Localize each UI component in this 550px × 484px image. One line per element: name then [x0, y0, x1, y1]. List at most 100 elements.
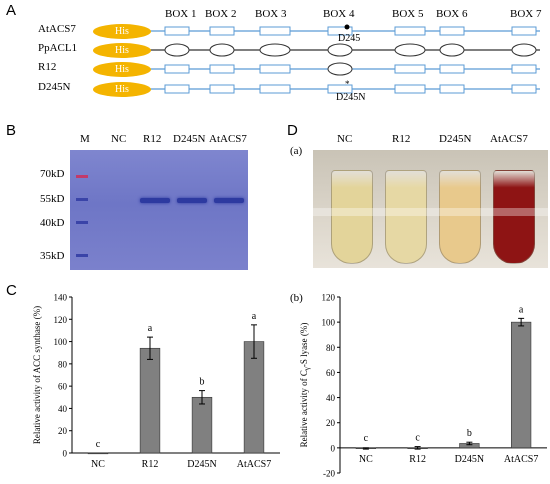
subpanel-label-a: (a) [290, 145, 303, 157]
protein-band-atacs7 [214, 198, 244, 203]
protein-band-d245n [177, 198, 207, 203]
y-tick-label: 100 [54, 337, 68, 347]
y-tick-label: 60 [58, 382, 68, 392]
his-tag: His [93, 43, 151, 58]
y-axis-label: Relative activity of Cγ-S lyase (%) [299, 323, 311, 448]
y-tick-label: -20 [323, 469, 335, 479]
box-domain [164, 43, 190, 57]
box-domain [439, 26, 465, 36]
significance-letter: c [415, 433, 420, 444]
his-tag: His [93, 24, 151, 39]
box-domain [209, 84, 235, 94]
y-tick-label: 120 [54, 315, 68, 325]
lane-label: D245N [173, 133, 206, 145]
box-domain [394, 64, 426, 74]
category-label: R12 [142, 459, 159, 470]
category-label: R12 [409, 454, 426, 465]
bar [510, 321, 532, 449]
protein-band-r12 [140, 198, 170, 203]
lane-label: AtACS7 [209, 133, 247, 145]
box-domain [327, 26, 353, 36]
y-tick-label: 0 [63, 449, 68, 459]
box-domain [164, 84, 190, 94]
site-label-d245: D245 [338, 33, 361, 44]
box-domain [209, 43, 235, 57]
panel-label-a: A [6, 2, 17, 19]
box-domain [394, 26, 426, 36]
significance-letter: a [252, 311, 257, 322]
row-name: PpACL1 [38, 42, 78, 54]
box-domain [164, 64, 190, 74]
y-tick-label: 120 [322, 293, 336, 303]
box-label: BOX 2 [205, 8, 236, 20]
box-domain [327, 84, 353, 94]
box-domain [511, 43, 537, 57]
tube-label: R12 [392, 133, 411, 145]
chart-cs-lyase: -20 0 20 40 60 80 100 120 c NC c R12 b D245N a AtACS7 Re… [299, 293, 547, 479]
box-label: BOX 1 [165, 8, 196, 20]
tube-label: NC [337, 133, 353, 145]
y-axis-label: Relative activity of ACC synthase (%) [32, 306, 42, 444]
y-tick-label: 0 [331, 443, 336, 453]
y-tick-label: 80 [58, 359, 68, 369]
significance-letter: b [467, 428, 472, 439]
box-domain [394, 43, 426, 57]
marker-label: 35kD [40, 250, 65, 262]
row-name: D245N [38, 81, 71, 93]
lane-label: NC [111, 133, 127, 145]
box-label: BOX 5 [392, 8, 424, 20]
y-tick-label: 40 [326, 393, 336, 403]
y-tick-label: 80 [326, 343, 336, 353]
box-domain [511, 84, 537, 94]
y-tick-label: 140 [54, 293, 68, 303]
tube-label: AtACS7 [490, 133, 528, 145]
row-name: R12 [38, 61, 57, 73]
box-domain [164, 26, 190, 36]
significance-letter: b [200, 377, 205, 388]
box-domain [327, 43, 353, 57]
significance-letter: c [96, 439, 101, 450]
his-tag: His [93, 62, 151, 77]
y-tick-label: 40 [58, 404, 68, 414]
box-domain [259, 26, 291, 36]
box-domain [439, 43, 465, 57]
significance-letter: a [148, 323, 153, 334]
category-label: NC [359, 454, 373, 465]
marker-label: 55kD [40, 193, 65, 205]
box-domain [439, 64, 465, 74]
panel-label-c: C [6, 282, 17, 299]
domain-diagram: BOX 1 BOX 2 BOX 3 BOX 4 BOX 5 BOX 6 BOX … [150, 8, 542, 94]
lane-label: M [80, 133, 90, 145]
box-domain [209, 64, 235, 74]
chart-acc-synthase: 0 20 40 60 80 100 120 140 c NC a R12 b D245N a AtACS7 Re… [32, 293, 280, 470]
box-label: BOX 6 [436, 8, 468, 20]
box-domain [511, 26, 537, 36]
bar [139, 347, 161, 454]
category-label: D245N [187, 459, 216, 470]
box-domain [439, 84, 465, 94]
box-domain [259, 43, 291, 57]
mutation-star: * [345, 79, 350, 89]
tube-label: D245N [439, 133, 472, 145]
tube-d245n [439, 170, 481, 264]
ladder-band [76, 198, 88, 201]
bar [87, 452, 109, 455]
mutation-label-d245n: D245N [336, 92, 366, 103]
significance-letter: c [364, 433, 369, 444]
category-label: AtACS7 [504, 454, 538, 465]
box-domain [259, 64, 291, 74]
category-label: D245N [455, 454, 484, 465]
tube-rack-bar [313, 208, 548, 216]
significance-letter: a [519, 304, 524, 315]
tube-r12 [385, 170, 427, 264]
ladder-band [76, 175, 88, 178]
row-name: AtACS7 [38, 23, 76, 35]
lane-label: R12 [143, 133, 162, 145]
box-label: BOX 4 [323, 8, 355, 20]
box-domain [511, 64, 537, 74]
panel-label-d: D [287, 122, 298, 139]
y-tick-label: 20 [58, 426, 68, 436]
bar [191, 396, 213, 454]
y-tick-label: 20 [326, 418, 336, 428]
tube-photo [313, 150, 548, 268]
